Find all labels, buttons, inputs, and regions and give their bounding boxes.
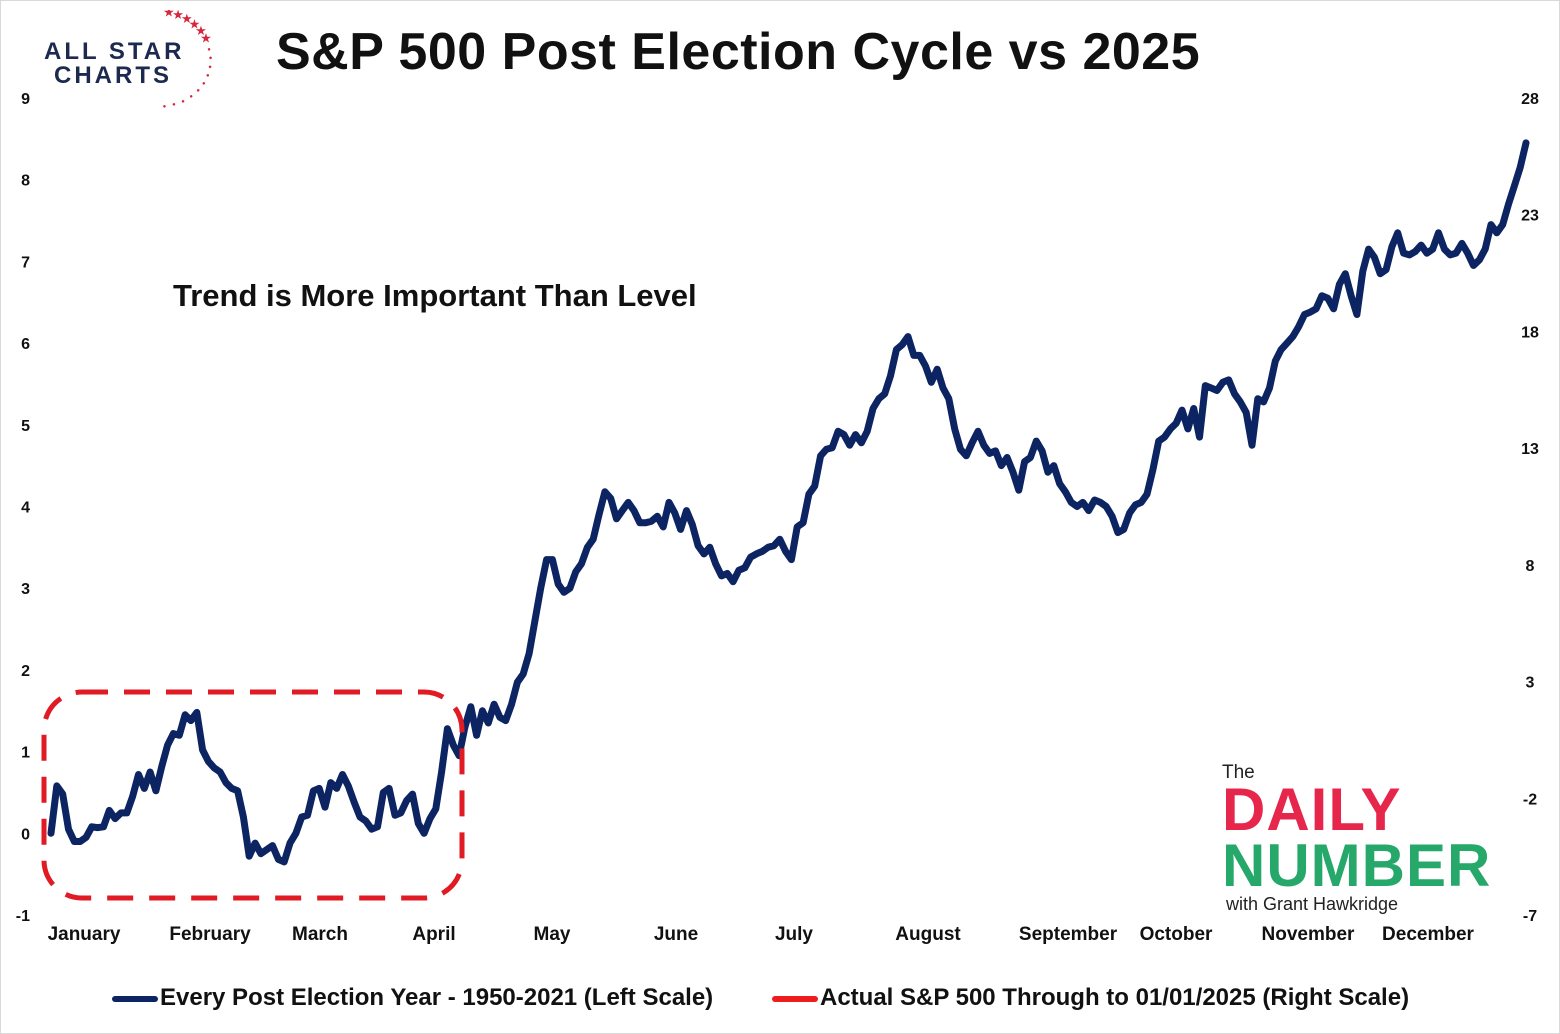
logo-star: ★ <box>195 23 207 38</box>
left-tick-label: 3 <box>21 581 30 598</box>
left-tick-label: 6 <box>21 336 30 353</box>
legend-entry-1: Every Post Election Year - 1950-2021 (Le… <box>112 984 713 1018</box>
logo-star: ★ <box>189 16 201 31</box>
month-label: May <box>534 924 571 945</box>
legend-entry-2: Actual S&P 500 Through to 01/01/2025 (Ri… <box>772 984 1409 1018</box>
badge-word-daily: DAILY <box>1222 776 1402 843</box>
legend-label-1: Every Post Election Year - 1950-2021 (Le… <box>160 984 714 1011</box>
logo-star: ● <box>208 64 212 70</box>
month-label: July <box>775 924 813 945</box>
month-label: March <box>292 924 348 945</box>
logo-star: ● <box>163 104 167 110</box>
month-label: January <box>48 924 121 945</box>
left-tick-label: -1 <box>16 908 30 925</box>
logo-star: ● <box>202 81 206 87</box>
legend-label-2: Actual S&P 500 Through to 01/01/2025 (Ri… <box>820 984 1410 1011</box>
logo-star: ● <box>206 73 210 79</box>
left-tick-label: 1 <box>21 745 30 762</box>
logo-star: ● <box>181 99 185 105</box>
left-tick-label: 2 <box>21 663 30 680</box>
month-label: June <box>654 924 698 945</box>
month-label: September <box>1019 924 1118 945</box>
logo-star: ● <box>189 94 193 100</box>
legend-swatch-2 <box>772 995 818 1002</box>
all-star-charts-logo: ★ ★ ★ ★ ★ ★ ● ● ● ● ● ● ● ● ● ● ALL STAR CHARTS <box>40 5 220 110</box>
right-tick-label: 3 <box>1526 675 1535 692</box>
badge-the: The <box>1222 762 1255 783</box>
logo-line-2: CHARTS <box>54 62 172 89</box>
chart-title: S&P 500 Post Election Cycle vs 2025 <box>276 23 1201 81</box>
month-label: April <box>412 924 455 945</box>
left-tick-label: 4 <box>21 500 30 517</box>
logo-star: ★ <box>163 10 175 20</box>
month-label: February <box>169 924 251 945</box>
chart-annotation: Trend is More Important Than Level <box>173 278 697 313</box>
month-label: October <box>1140 924 1213 945</box>
left-tick-label: 8 <box>21 173 30 190</box>
x-axis-month-labels: January February March April May June July Augu… <box>48 924 1475 945</box>
logo-star: ★ <box>181 11 193 26</box>
month-label: November <box>1262 924 1356 945</box>
right-tick-label: 28 <box>1521 91 1539 108</box>
right-axis-ticks: -7 -2 3 8 13 18 23 28 <box>1521 91 1539 925</box>
logo-star: ● <box>209 56 213 62</box>
logo-line-1: ALL STAR <box>44 38 185 65</box>
right-tick-label: 13 <box>1521 441 1539 458</box>
badge-word-number: NUMBER <box>1222 832 1492 899</box>
highlight-box-dashed <box>41 689 465 901</box>
badge-byline: with Grant Hawkridge <box>1226 894 1399 914</box>
left-axis-ticks: -1 0 1 2 3 4 5 6 7 8 9 <box>16 91 30 925</box>
right-tick-label: 8 <box>1526 558 1535 575</box>
left-tick-label: 0 <box>21 826 30 843</box>
logo-star: ● <box>172 102 176 108</box>
logo-star: ● <box>207 47 211 53</box>
month-label: August <box>895 924 961 945</box>
left-tick-label: 5 <box>21 418 30 435</box>
logo-star: ★ <box>200 31 212 46</box>
legend-swatch-1 <box>112 995 158 1002</box>
daily-number-badge: The DAILY NUMBER with Grant Hawkridge <box>1222 762 1512 918</box>
left-tick-label: 9 <box>21 91 30 108</box>
right-tick-label: -2 <box>1523 791 1537 808</box>
logo-star: ● <box>196 88 200 94</box>
logo-stars-arc: ★★★★★★●●●●●●●●●● <box>163 5 213 110</box>
month-label: December <box>1382 924 1474 945</box>
right-tick-label: -7 <box>1523 908 1537 925</box>
right-tick-label: 23 <box>1521 208 1539 225</box>
series-post-election-line <box>47 139 1530 866</box>
left-tick-label: 7 <box>21 254 30 271</box>
logo-star: ★ <box>172 10 184 22</box>
right-tick-label: 18 <box>1521 324 1539 341</box>
